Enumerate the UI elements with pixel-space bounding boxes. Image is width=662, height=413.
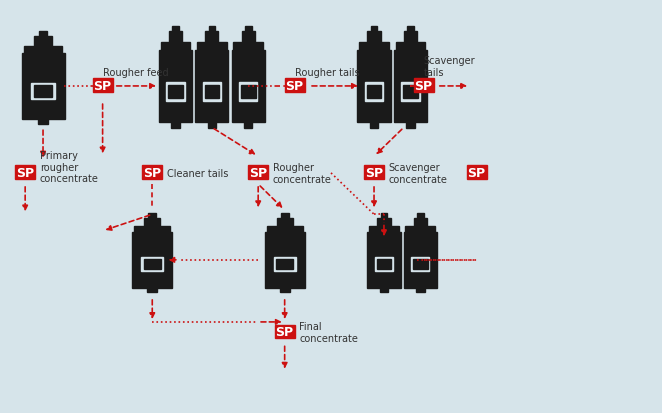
- FancyBboxPatch shape: [406, 123, 414, 128]
- FancyBboxPatch shape: [367, 232, 401, 288]
- FancyBboxPatch shape: [172, 27, 179, 32]
- FancyBboxPatch shape: [208, 123, 216, 128]
- FancyBboxPatch shape: [203, 83, 221, 101]
- Text: SP: SP: [249, 166, 267, 179]
- FancyBboxPatch shape: [265, 232, 305, 288]
- Text: Cleaner tails: Cleaner tails: [167, 169, 228, 178]
- Text: SP: SP: [93, 80, 112, 93]
- FancyBboxPatch shape: [365, 83, 383, 101]
- FancyBboxPatch shape: [273, 257, 295, 271]
- FancyBboxPatch shape: [413, 259, 428, 269]
- FancyBboxPatch shape: [147, 288, 157, 292]
- FancyBboxPatch shape: [267, 226, 303, 232]
- FancyBboxPatch shape: [414, 218, 427, 226]
- FancyBboxPatch shape: [205, 32, 218, 43]
- FancyBboxPatch shape: [197, 43, 226, 50]
- FancyBboxPatch shape: [242, 32, 255, 43]
- FancyBboxPatch shape: [381, 214, 387, 218]
- FancyBboxPatch shape: [405, 226, 436, 232]
- FancyBboxPatch shape: [367, 32, 381, 43]
- FancyBboxPatch shape: [375, 257, 393, 271]
- FancyBboxPatch shape: [93, 79, 113, 93]
- Text: SP: SP: [365, 166, 383, 179]
- FancyBboxPatch shape: [245, 27, 252, 32]
- Text: Scavenger
tails: Scavenger tails: [424, 56, 475, 78]
- FancyBboxPatch shape: [38, 120, 48, 125]
- FancyBboxPatch shape: [34, 37, 52, 47]
- FancyBboxPatch shape: [417, 214, 424, 218]
- FancyBboxPatch shape: [21, 54, 64, 120]
- FancyBboxPatch shape: [404, 32, 417, 43]
- FancyBboxPatch shape: [205, 86, 219, 99]
- FancyBboxPatch shape: [411, 257, 430, 271]
- FancyBboxPatch shape: [281, 214, 289, 218]
- FancyBboxPatch shape: [169, 32, 182, 43]
- FancyBboxPatch shape: [394, 50, 427, 123]
- FancyBboxPatch shape: [209, 27, 215, 32]
- Text: Rougher tails: Rougher tails: [295, 68, 359, 78]
- FancyBboxPatch shape: [144, 259, 161, 269]
- FancyBboxPatch shape: [395, 43, 425, 50]
- FancyBboxPatch shape: [276, 259, 293, 269]
- FancyBboxPatch shape: [403, 86, 418, 99]
- FancyBboxPatch shape: [401, 83, 420, 101]
- FancyBboxPatch shape: [404, 232, 437, 288]
- Text: SP: SP: [414, 80, 433, 93]
- Text: Primary
rougher
concentrate: Primary rougher concentrate: [40, 151, 99, 184]
- FancyBboxPatch shape: [371, 27, 377, 32]
- FancyBboxPatch shape: [377, 259, 391, 269]
- FancyBboxPatch shape: [277, 218, 293, 226]
- FancyBboxPatch shape: [407, 27, 414, 32]
- FancyBboxPatch shape: [15, 166, 35, 180]
- FancyBboxPatch shape: [166, 83, 185, 101]
- FancyBboxPatch shape: [239, 83, 258, 101]
- FancyBboxPatch shape: [195, 50, 228, 123]
- FancyBboxPatch shape: [144, 218, 160, 226]
- FancyBboxPatch shape: [232, 50, 265, 123]
- FancyBboxPatch shape: [148, 214, 156, 218]
- Text: SP: SP: [467, 166, 486, 179]
- FancyBboxPatch shape: [357, 50, 391, 123]
- Text: SP: SP: [275, 325, 294, 338]
- FancyBboxPatch shape: [364, 166, 384, 180]
- Text: Rougher
concentrate: Rougher concentrate: [273, 163, 332, 184]
- FancyBboxPatch shape: [248, 166, 268, 180]
- Text: Final
concentrate: Final concentrate: [299, 322, 358, 343]
- FancyBboxPatch shape: [275, 325, 295, 339]
- FancyBboxPatch shape: [416, 288, 424, 292]
- FancyBboxPatch shape: [142, 166, 162, 180]
- Text: SP: SP: [143, 166, 162, 179]
- FancyBboxPatch shape: [24, 47, 62, 54]
- FancyBboxPatch shape: [369, 226, 399, 232]
- FancyBboxPatch shape: [467, 166, 487, 180]
- FancyBboxPatch shape: [279, 288, 289, 292]
- FancyBboxPatch shape: [244, 123, 252, 128]
- FancyBboxPatch shape: [168, 86, 183, 99]
- Text: SP: SP: [16, 166, 34, 179]
- Text: Scavenger
concentrate: Scavenger concentrate: [389, 163, 448, 184]
- FancyBboxPatch shape: [370, 123, 378, 128]
- FancyBboxPatch shape: [377, 218, 391, 226]
- FancyBboxPatch shape: [359, 43, 389, 50]
- FancyBboxPatch shape: [134, 226, 170, 232]
- FancyBboxPatch shape: [367, 86, 381, 99]
- FancyBboxPatch shape: [414, 79, 434, 93]
- FancyBboxPatch shape: [171, 123, 179, 128]
- FancyBboxPatch shape: [380, 288, 388, 292]
- FancyBboxPatch shape: [34, 86, 52, 97]
- Text: Rougher feed: Rougher feed: [103, 68, 168, 78]
- FancyBboxPatch shape: [142, 257, 163, 271]
- FancyBboxPatch shape: [285, 79, 305, 93]
- FancyBboxPatch shape: [233, 43, 263, 50]
- FancyBboxPatch shape: [38, 32, 48, 37]
- FancyBboxPatch shape: [159, 50, 192, 123]
- FancyBboxPatch shape: [31, 83, 55, 100]
- FancyBboxPatch shape: [160, 43, 191, 50]
- Text: SP: SP: [285, 80, 304, 93]
- FancyBboxPatch shape: [132, 232, 172, 288]
- FancyBboxPatch shape: [241, 86, 256, 99]
